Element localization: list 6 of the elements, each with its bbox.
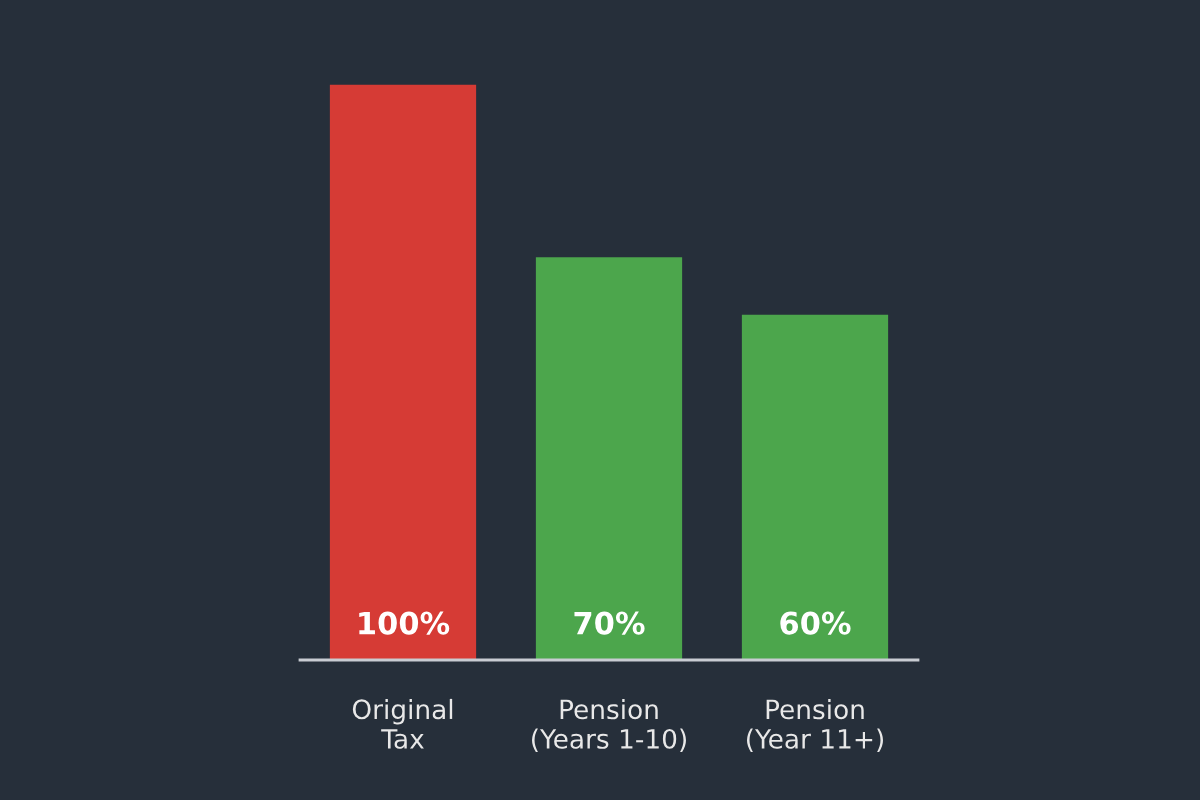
data-label: 100% <box>359 611 450 635</box>
x-tick-label: Pension (Year 11+) <box>746 698 883 752</box>
data-label: 60% <box>780 611 851 635</box>
x-tick-label: Original Tax <box>352 698 453 749</box>
x-tick-label: Pension (Years 1-10) <box>532 698 686 752</box>
data-label: 70% <box>574 611 645 635</box>
